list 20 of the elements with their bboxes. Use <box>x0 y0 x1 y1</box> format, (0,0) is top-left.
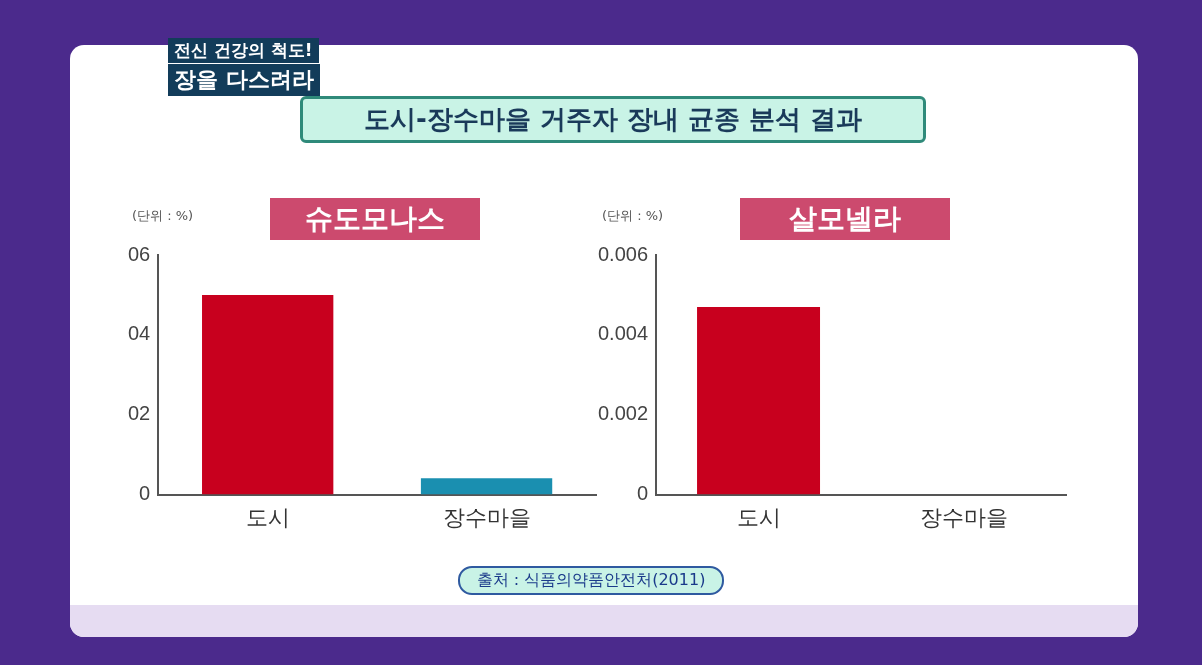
y-tick-label: 0.006 <box>597 242 649 265</box>
text: 전신 건강의 척도! <box>168 38 319 63</box>
source-note: 출처 : 식품의약품안전처(2011) <box>458 566 724 595</box>
y-axis-title: (단위 : %) <box>132 207 194 225</box>
text: 도시-장수마을 거주자 장내 균종 분석 결과 <box>300 96 926 143</box>
y-tick-label: 02 <box>128 402 151 425</box>
y-tick-label: 04 <box>128 322 151 345</box>
y-tick-label: 0.004 <box>597 322 649 345</box>
y-tick-label: 0 <box>139 482 151 505</box>
text: 장을 다스려라 <box>168 64 320 96</box>
y-tick-label: 0 <box>636 482 649 505</box>
x-tick-label: 장수마을 <box>919 504 1008 530</box>
y-axis-title: (단위 : %) <box>602 207 664 225</box>
chart-title: 슈도모나스 <box>270 198 480 240</box>
x-tick-label: 도시 <box>736 504 781 530</box>
y-tick-label: 06 <box>128 242 151 265</box>
x-tick-label: 장수마을 <box>442 504 531 530</box>
y-tick-label: 0.002 <box>597 402 649 425</box>
chart-title: 살모넬라 <box>740 198 950 240</box>
x-tick-label: 도시 <box>245 504 290 530</box>
